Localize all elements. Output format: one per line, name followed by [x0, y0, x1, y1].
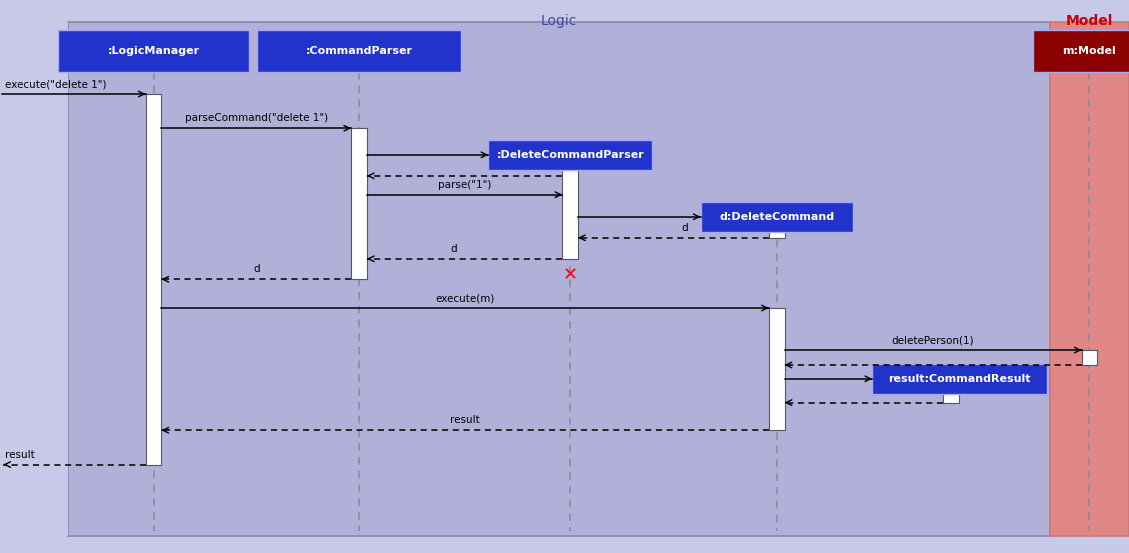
Bar [146, 94, 161, 465]
Bar [257, 30, 462, 72]
Text: parse("1"): parse("1") [438, 180, 491, 190]
Bar [1082, 350, 1097, 365]
Text: d: d [450, 244, 456, 254]
Bar [58, 30, 250, 72]
Bar [943, 379, 959, 403]
Bar [0, 22, 68, 536]
Text: execute("delete 1"): execute("delete 1") [5, 79, 106, 89]
Bar [872, 364, 1048, 394]
Text: execute(m): execute(m) [436, 293, 495, 303]
Bar [769, 308, 785, 430]
Text: result: result [450, 415, 480, 425]
Bar [769, 217, 785, 238]
Text: m:Model: m:Model [1062, 46, 1117, 56]
Bar [562, 155, 578, 259]
Text: :CommandParser: :CommandParser [306, 46, 412, 56]
Bar [68, 22, 1050, 536]
Text: result: result [5, 450, 34, 460]
Text: Logic: Logic [541, 14, 577, 28]
Bar [1050, 22, 1129, 536]
Text: Model: Model [1066, 14, 1113, 28]
Text: :DeleteCommandParser: :DeleteCommandParser [497, 150, 644, 160]
Bar [1033, 30, 1129, 72]
Text: ✕: ✕ [562, 267, 578, 284]
Bar [700, 201, 854, 232]
Bar [489, 140, 653, 170]
Text: d: d [682, 223, 688, 233]
Text: result:CommandResult: result:CommandResult [889, 374, 1031, 384]
Bar [351, 128, 367, 279]
Text: d:DeleteCommand: d:DeleteCommand [719, 212, 834, 222]
Text: parseCommand("delete 1"): parseCommand("delete 1") [185, 113, 327, 123]
Text: deletePerson(1): deletePerson(1) [892, 335, 974, 345]
Text: d: d [253, 264, 260, 274]
Text: :LogicManager: :LogicManager [107, 46, 200, 56]
